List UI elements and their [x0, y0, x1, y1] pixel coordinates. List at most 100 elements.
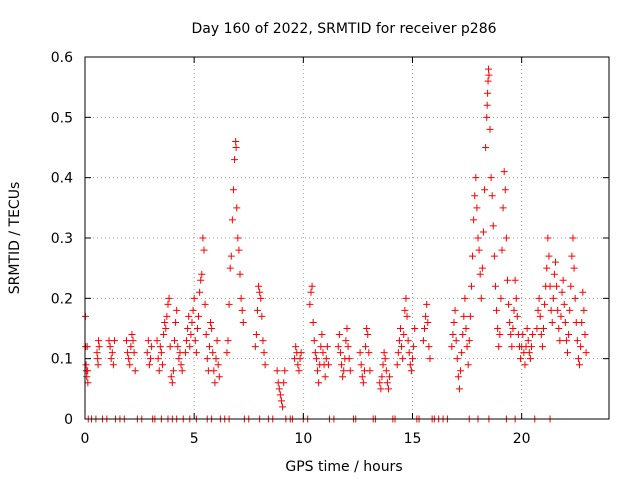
- data-point: [107, 355, 115, 363]
- data-point: [467, 282, 475, 290]
- data-point: [185, 312, 193, 320]
- data-point: [581, 331, 589, 339]
- data-point: [156, 343, 164, 351]
- data-point: [197, 276, 205, 284]
- data-point: [462, 325, 470, 332]
- x-tick-label: 0: [81, 431, 90, 447]
- data-point: [510, 306, 518, 314]
- data-point: [334, 343, 342, 351]
- x-tick-label: 20: [513, 431, 531, 447]
- data-point: [377, 385, 385, 393]
- data-point: [155, 367, 163, 375]
- data-point: [252, 331, 260, 339]
- data-point: [229, 186, 237, 194]
- data-point: [533, 325, 541, 332]
- data-point: [153, 337, 161, 345]
- data-point: [513, 312, 521, 320]
- data-point: [497, 294, 505, 302]
- data-point: [521, 361, 529, 369]
- data-point: [549, 294, 557, 302]
- data-point: [567, 282, 575, 290]
- data-point: [380, 349, 388, 357]
- data-point: [159, 361, 167, 369]
- data-point: [561, 318, 569, 326]
- data-point: [395, 337, 403, 345]
- data-point: [543, 264, 551, 272]
- data-point: [171, 337, 179, 345]
- data-point: [297, 349, 305, 357]
- data-point: [499, 204, 507, 212]
- data-point: [358, 373, 366, 381]
- data-point: [129, 337, 137, 345]
- data-point: [502, 234, 510, 242]
- data-point: [257, 294, 265, 302]
- data-point: [255, 282, 263, 290]
- data-point: [419, 337, 427, 345]
- data-point: [381, 355, 389, 363]
- data-point: [378, 373, 386, 381]
- data-point: [110, 337, 118, 345]
- data-point: [169, 367, 177, 375]
- data-point: [484, 89, 492, 97]
- data-point: [555, 325, 563, 332]
- data-point: [421, 325, 429, 332]
- data-point: [540, 325, 547, 332]
- data-point: [451, 306, 459, 314]
- data-point: [362, 343, 370, 351]
- y-tick-label: 0.2: [51, 291, 73, 307]
- data-point: [273, 367, 281, 375]
- data-point: [126, 361, 134, 369]
- x-axis-label: GPS time / hours: [285, 459, 402, 475]
- data-point: [527, 343, 535, 351]
- data-point: [396, 325, 404, 332]
- data-point: [458, 349, 466, 357]
- data-point: [295, 367, 303, 375]
- data-point: [503, 276, 511, 284]
- data-point: [483, 113, 491, 121]
- data-point: [493, 306, 501, 314]
- data-point: [205, 343, 213, 351]
- data-point: [195, 312, 203, 320]
- data-point: [208, 325, 216, 332]
- data-point: [207, 318, 215, 326]
- data-point: [259, 337, 267, 345]
- data-point: [384, 385, 392, 393]
- data-point: [523, 325, 531, 332]
- data-point: [363, 325, 371, 332]
- data-point: [322, 355, 330, 363]
- data-point: [200, 246, 208, 254]
- data-point: [576, 361, 584, 369]
- y-tick-label: 0.1: [51, 352, 73, 368]
- data-point: [366, 367, 374, 375]
- data-point: [579, 288, 587, 296]
- data-point: [344, 343, 352, 351]
- data-point: [490, 252, 498, 260]
- data-point: [481, 186, 489, 194]
- data-point: [425, 343, 433, 351]
- data-point: [173, 306, 181, 314]
- data-point: [261, 361, 269, 369]
- data-point: [393, 361, 401, 369]
- data-point: [184, 325, 192, 332]
- data-point: [379, 361, 387, 369]
- data-point: [196, 288, 204, 296]
- data-point: [145, 361, 153, 369]
- data-point: [491, 282, 499, 290]
- data-point: [566, 306, 574, 314]
- data-point: [448, 343, 456, 351]
- data-point: [223, 349, 231, 357]
- data-point: [455, 385, 463, 393]
- data-point: [560, 300, 568, 308]
- data-point: [472, 174, 480, 182]
- data-point: [311, 349, 319, 357]
- data-point: [346, 367, 354, 375]
- data-point: [577, 343, 585, 351]
- data-point: [122, 337, 130, 345]
- data-point: [537, 331, 545, 339]
- data-point: [236, 270, 244, 278]
- data-point: [477, 294, 485, 302]
- data-point: [546, 282, 554, 290]
- data-point: [541, 300, 549, 308]
- data-point: [526, 355, 534, 363]
